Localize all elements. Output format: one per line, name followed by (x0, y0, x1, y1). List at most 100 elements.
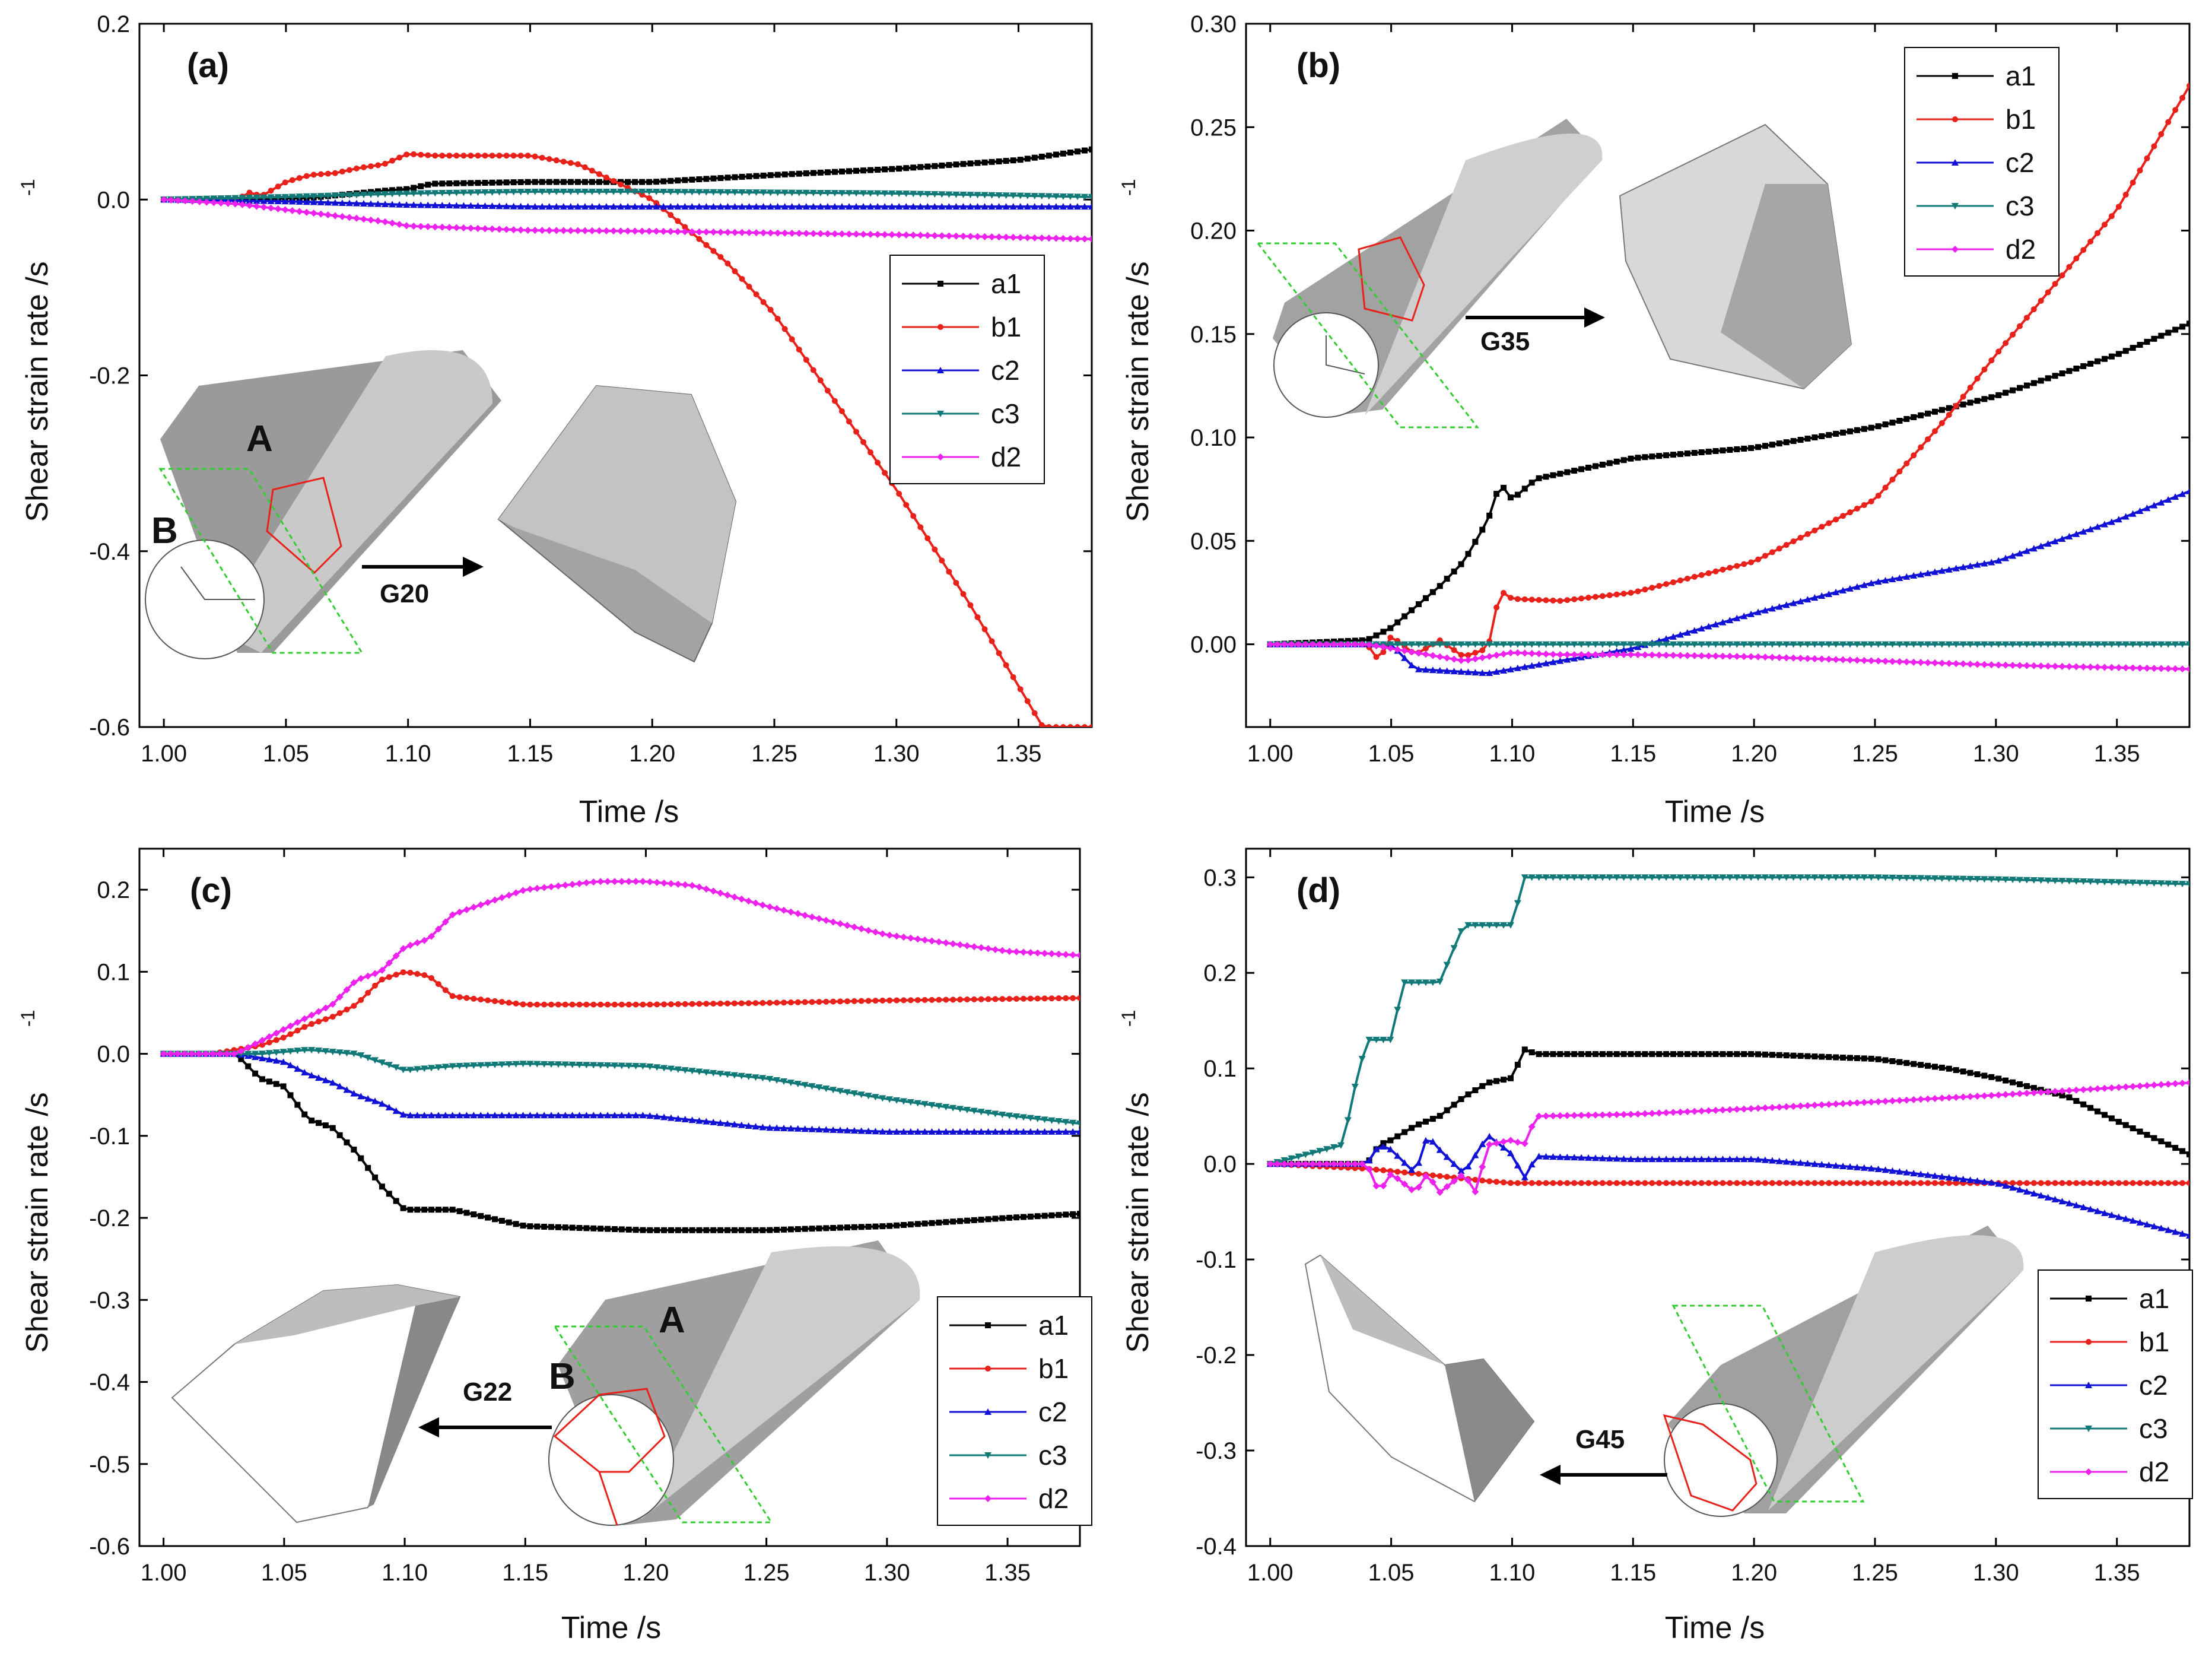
panel-a-point-b1 (1010, 674, 1016, 680)
panel-d-point-a1 (1811, 1053, 1818, 1060)
panel-a-point-c3 (988, 192, 996, 199)
panel-a-point-c2 (360, 199, 367, 207)
panel-b-point-b1 (1727, 564, 1733, 571)
panel-a-point-c2 (660, 203, 668, 210)
panel-d-point-b1 (1755, 1180, 1762, 1186)
panel-a-legend-marker-b1 (937, 324, 943, 330)
panel-c-point-c2 (491, 1112, 498, 1119)
panel-a-point-b1 (960, 591, 967, 597)
panel-b-point-c3 (2009, 641, 2017, 648)
panel-c-point-c2 (301, 1068, 309, 1075)
panel-b-point-c3 (1846, 641, 1854, 648)
panel-b-point-d2 (1782, 654, 1790, 662)
panel-c-point-c3 (505, 1061, 513, 1068)
panel-c-point-c3 (421, 1065, 428, 1072)
panel-c-point-d2 (963, 942, 971, 950)
panel-a-point-c3 (853, 190, 860, 197)
panel-a-point-b1 (668, 212, 674, 218)
panel-d-point-c2 (1422, 1137, 1429, 1144)
panel-d-point-d2 (1966, 1093, 1974, 1100)
panel-b-point-a1 (1889, 420, 1896, 426)
panel-b-point-d2 (1853, 656, 1861, 664)
panel-b-point-a1 (1769, 442, 1775, 448)
panel-b-point-c2 (2157, 499, 2165, 506)
panel-a-point-c2 (881, 203, 889, 210)
panel-d-point-a1 (1797, 1053, 1804, 1059)
panel-d-point-a1 (2130, 1125, 2136, 1132)
panel-d-point-d2 (1542, 1112, 1550, 1120)
panel-b-point-b1 (1422, 645, 1429, 652)
panel-d-point-c3 (1931, 875, 1938, 882)
panel-a-grain-face (498, 386, 736, 623)
panel-d-ytick-label: -0.2 (1196, 1342, 1237, 1369)
panel-d-xtick-label: 1.15 (1610, 1560, 1656, 1586)
panel-d-point-c3 (1578, 874, 1585, 881)
panel-c-point-b1 (569, 1001, 576, 1008)
panel-d-point-b1 (1635, 1180, 1641, 1186)
panel-a-point-c2 (795, 203, 803, 210)
panel-d-point-b1 (1769, 1180, 1775, 1186)
panel-a-point-a1 (1038, 153, 1045, 160)
panel-b-point-a1 (1833, 430, 1839, 437)
panel-d-point-d2 (2023, 1089, 2030, 1097)
panel-a-point-b1 (789, 336, 795, 342)
panel-c-point-b1 (280, 1034, 287, 1041)
panel-a-point-d2 (838, 230, 846, 238)
panel-d-legend-label-c3: c3 (2139, 1413, 2168, 1444)
panel-b-point-b1 (1903, 460, 1910, 466)
panel-d-point-c2 (1500, 1144, 1508, 1151)
panel-b-point-d2 (1924, 659, 1932, 666)
panel-a-xtick-label: 1.05 (263, 741, 309, 767)
panel-a-point-c3 (759, 189, 767, 196)
panel-c-point-c3 (970, 1107, 978, 1115)
panel-a-point-c3 (1073, 193, 1081, 201)
panel-c-point-d2 (780, 906, 788, 914)
panel-d-point-c3 (1606, 874, 1613, 881)
panel-d-point-c3 (1705, 874, 1712, 881)
panel-d-point-b1 (1599, 1180, 1606, 1186)
panel-d-point-c3 (1839, 874, 1847, 881)
panel-a-point-a1 (432, 180, 438, 187)
panel-b-point-c3 (1938, 641, 1946, 648)
panel-b-point-a1 (2010, 387, 2016, 393)
panel-d-point-c3 (1867, 874, 1875, 881)
panel-c-point-c2 (357, 1093, 365, 1100)
panel-c-point-c2 (519, 1112, 527, 1119)
panel-d-point-d2 (1790, 1103, 1797, 1110)
panel-d-point-c3 (2023, 877, 2030, 884)
panel-a-point-d2 (352, 214, 360, 222)
panel-b-point-c2 (1542, 659, 1550, 666)
panel-b-point-d2 (1747, 653, 1755, 661)
panel-c-point-c2 (308, 1072, 316, 1079)
panel-a-point-c3 (802, 189, 810, 196)
panel-c-point-c3 (554, 1061, 562, 1068)
panel-a-point-c2 (1002, 203, 1010, 210)
panel-b-point-d2 (1365, 641, 1373, 649)
panel-d-point-d2 (2016, 1090, 2023, 1097)
panel-c-point-a1 (668, 1227, 674, 1233)
panel-a-point-b1 (275, 183, 281, 190)
panel-b-point-d2 (1797, 655, 1804, 662)
panel-c-point-a1 (978, 1217, 984, 1223)
panel-c-xtick-label: 1.20 (623, 1560, 669, 1586)
panel-c-point-a1 (992, 1215, 999, 1222)
panel-a-point-c2 (774, 203, 781, 210)
panel-c-point-c2 (1006, 1128, 1013, 1135)
panel-d-point-b1 (1896, 1180, 1903, 1186)
panel-a-xtick-label: 1.35 (996, 741, 1042, 767)
panel-c-point-c2 (787, 1125, 794, 1132)
panel-c-point-c2 (258, 1055, 266, 1062)
panel-d-point-b1 (1946, 1180, 1952, 1186)
panel-a-point-c3 (631, 188, 639, 195)
panel-a-point-b1 (803, 357, 809, 363)
panel-c-grain-name: G22 (463, 1377, 512, 1407)
panel-b-point-c3 (2073, 641, 2080, 648)
panel-a-point-b1 (860, 439, 867, 445)
panel-c-point-b1 (442, 987, 449, 994)
panel-a-point-b1 (532, 153, 538, 160)
panel-a-point-d2 (510, 226, 517, 234)
panel-b-ylabel-group: Shear strain rate /s -1 (1118, 179, 1155, 522)
panel-b-point-c2 (1747, 610, 1755, 617)
panel-a-legend-marker-a1 (937, 281, 943, 287)
